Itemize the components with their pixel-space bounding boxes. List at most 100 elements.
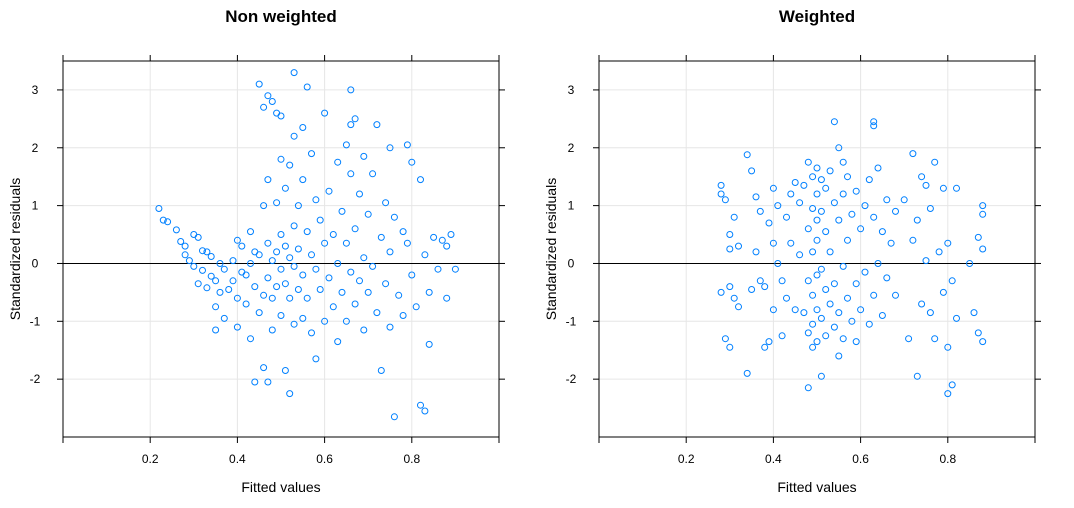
data-point [857,306,865,314]
data-point [216,260,224,267]
data-point [386,323,394,331]
y-axis-title: Standardized residuals [543,178,559,320]
panel-weighted: Weighted 0.2 0.4 0.6 0.8 -2 -1 0 1 2 3 Fitted value… [543,7,1041,495]
data-point [813,236,821,244]
data-point [892,291,899,299]
data-point [726,245,734,253]
data-point [878,312,886,319]
data-point [299,124,307,131]
data-point [726,283,734,291]
data-point [290,69,298,77]
data-point [277,112,285,120]
data-point [377,233,385,241]
data-point [255,251,263,259]
data-point [273,109,281,117]
data-point [769,184,777,192]
data-point [185,257,193,265]
data-point [443,294,451,302]
y-tick-label: -2 [30,372,41,386]
y-tick-label: 2 [568,141,575,155]
data-point [268,326,276,334]
data-point [212,303,220,311]
data-point [447,231,455,238]
data-point [438,236,446,244]
data-point [813,216,821,224]
data-point [970,309,978,317]
chart-title: Non weighted [225,7,336,26]
data-point [822,332,830,340]
data-point [748,286,756,293]
data-point [909,236,917,244]
data-point [351,115,359,123]
data-point [268,257,276,265]
data-point [974,233,982,241]
data-point [334,260,342,267]
x-tick-label: 0.4 [765,452,782,466]
data-point [948,277,956,285]
data-point [321,239,329,247]
data-point [190,231,198,238]
data-point [408,271,416,279]
data-point [809,205,817,212]
data-point [181,251,189,259]
data-point [199,247,206,255]
data-point [286,294,294,302]
y-tick-label: 3 [32,83,39,97]
data-point [804,225,812,233]
data-point [730,294,738,302]
data-point [238,268,246,276]
y-tick-label: -2 [566,372,577,386]
chart-title: Weighted [779,7,855,26]
data-point [822,228,830,236]
x-tick-label: 0.6 [316,452,333,466]
data-point [918,173,926,181]
data-point [817,372,825,380]
data-point [338,207,346,215]
data-point [918,300,926,308]
data-point [207,253,215,260]
y-tick-label: 3 [568,83,575,97]
data-point [726,343,734,351]
data-point [878,228,886,236]
y-axis-title: Standardized residuals [7,178,23,320]
data-point [817,176,825,184]
data-point [844,236,851,244]
data-point [778,277,786,285]
data-point [835,352,843,360]
data-point [360,152,368,160]
data-point [756,277,764,285]
data-point [852,280,860,288]
data-point [347,86,355,94]
data-point [412,303,420,311]
data-point [752,193,760,201]
data-point [303,83,311,91]
data-point [800,181,808,189]
data-point [216,288,224,296]
data-point [386,144,394,152]
data-point [830,323,838,331]
x-axis-title: Fitted values [241,479,320,495]
data-point [939,184,947,192]
data-point [783,294,790,302]
data-point [787,239,795,247]
data-point [905,335,913,343]
x-tick-label: 0.2 [142,452,159,466]
data-point [260,364,268,372]
data-point [765,338,773,346]
data-point [251,283,259,291]
data-point [813,164,821,172]
data-point [791,179,799,186]
data-point [870,213,878,221]
data-point [229,277,237,285]
data-point [735,242,742,250]
data-point [277,312,285,319]
data-point [273,248,281,256]
data-point [796,199,804,207]
data-point [312,355,320,363]
data-point [979,245,987,253]
data-point [835,309,843,317]
data-point [874,260,882,267]
data-point [944,390,952,398]
data-point [329,303,337,311]
data-point [159,216,167,224]
